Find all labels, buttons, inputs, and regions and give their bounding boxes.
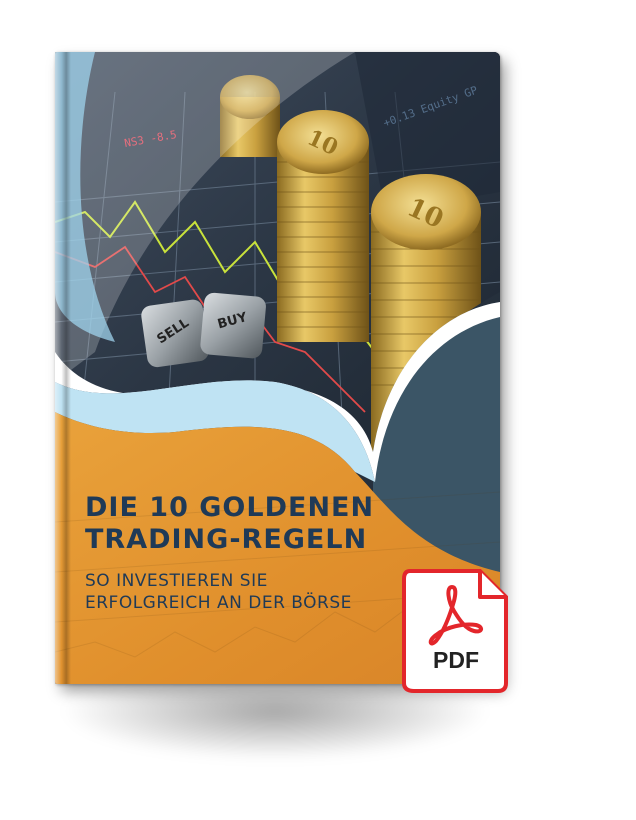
pdf-badge[interactable]: PDF [400,565,512,695]
book-shadow [60,690,490,760]
ebook-cover[interactable]: NS3 -8.5 +0.13 Equity GP [55,52,500,684]
cover-subtitle-line-1: SO INVESTIEREN SIE [85,571,268,591]
coin-stack-middle: 10 [277,110,369,342]
cover-subtitle: SO INVESTIEREN SIE ERFOLGREICH AN DER BÖ… [85,570,352,614]
cover-title: DIE 10 GOLDENEN TRADING-REGELN [85,492,374,556]
pdf-label: PDF [433,647,479,673]
cover-title-line-1: DIE 10 GOLDENEN [85,492,375,523]
cover-subtitle-line-2: ERFOLGREICH AN DER BÖRSE [85,593,352,613]
coin-stack-back [220,75,280,157]
cover-artwork: NS3 -8.5 +0.13 Equity GP [55,52,500,684]
dice-buy: BUY [200,292,266,359]
pdf-file-icon [402,569,508,693]
cover-title-line-2: TRADING-REGELN [85,524,368,555]
dice-sell: SELL [141,299,209,368]
adobe-acrobat-icon [428,585,483,646]
book-spine [55,52,71,684]
